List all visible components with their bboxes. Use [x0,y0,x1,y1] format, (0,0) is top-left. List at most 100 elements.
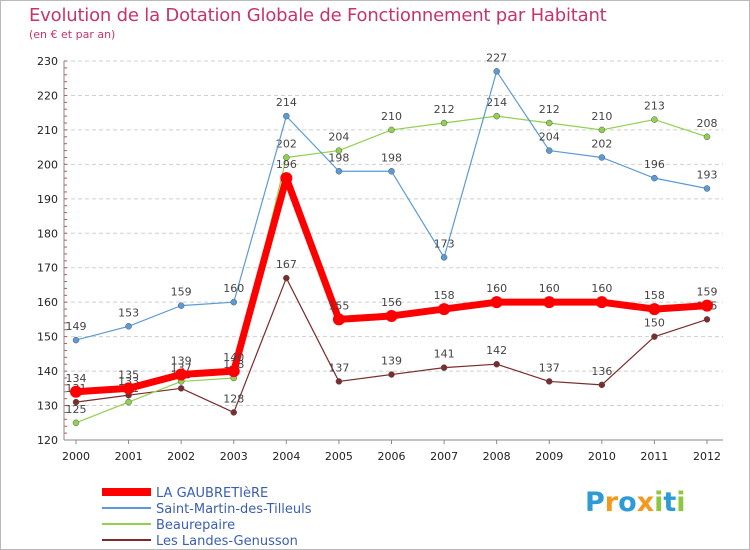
data-point [651,333,658,340]
data-point [598,154,606,161]
data-point [440,254,448,261]
y-tick-label: 130 [37,400,58,413]
data-point [440,364,448,371]
x-tick-label: 2003 [220,450,248,463]
data-point [332,313,345,326]
data-label: 212 [539,103,560,116]
data-label: 204 [328,131,349,144]
data-label: 137 [328,361,349,374]
data-label: 173 [434,237,455,250]
data-label: 210 [381,110,402,123]
data-label: 167 [276,258,297,271]
data-point [388,168,395,175]
series-1: 149 153 159 160 214 198 198 173 227 204 202 196 193 [66,51,718,344]
y-tick-label: 200 [37,158,58,171]
y-tick-label: 180 [37,227,58,240]
logo-letter: i [676,487,686,518]
y-tick-label: 210 [37,124,58,137]
data-label: 139 [171,355,192,368]
y-tick-label: 170 [37,262,58,275]
logo-letter: r [604,487,619,518]
data-point [651,116,658,123]
x-tick-label: 2011 [640,450,668,463]
legend-label: Saint-Martin-des-Tilleuls [156,502,312,517]
legend-label: Beaurepaire [156,518,235,533]
data-label: 141 [434,348,455,361]
data-label: 134 [66,372,87,385]
data-label: 149 [66,320,87,333]
data-point [388,371,395,378]
data-point [385,309,398,322]
data-point [703,133,711,141]
data-label: 135 [118,368,139,381]
data-point [546,119,553,127]
data-point [227,365,240,378]
legend-label: Les Landes-Genusson [156,534,298,549]
data-point [388,126,395,134]
x-tick-label: 2005 [325,450,353,463]
data-label: 160 [591,282,612,295]
data-label: 136 [591,365,612,378]
data-label: 202 [276,137,297,150]
data-label: 160 [539,282,560,295]
y-tick-label: 140 [37,365,58,378]
data-point [598,381,606,389]
data-point [701,299,713,312]
data-label: 128 [223,392,244,405]
x-tick-label: 2000 [62,450,90,463]
data-point [335,168,343,175]
data-label: 202 [591,137,612,150]
y-tick-label: 150 [37,331,58,344]
data-label: 214 [276,96,297,109]
data-label: 160 [223,282,244,295]
data-label: 139 [381,355,402,368]
data-label: 227 [486,51,507,64]
data-label: 159 [697,286,718,299]
data-label: 156 [381,296,402,309]
data-point [493,360,500,368]
data-point [438,303,451,316]
data-label: 160 [486,282,507,295]
data-point [72,336,80,344]
data-label: 153 [118,306,139,319]
data-label: 125 [66,403,87,416]
x-tick-label: 2010 [588,450,616,463]
data-point [72,419,80,427]
data-label: 150 [644,317,665,330]
data-point [125,323,132,330]
data-label: 196 [276,158,297,171]
data-point [335,378,343,385]
data-point [230,298,237,306]
data-label: 198 [381,151,402,164]
x-tick-label: 2001 [115,450,143,463]
data-point [177,302,185,309]
data-label: 214 [486,96,507,109]
data-point [72,398,80,406]
data-label: 142 [486,344,507,357]
data-point [546,147,553,154]
data-point [493,112,500,120]
data-point [280,172,293,185]
data-label: 158 [434,289,455,302]
y-tick-label: 120 [37,434,58,447]
data-label: 155 [328,299,349,312]
data-point [546,378,553,385]
x-tick-label: 2009 [535,450,563,463]
y-tick-label: 190 [37,193,58,206]
data-point [703,316,711,323]
data-point [283,274,290,282]
data-label: 212 [434,103,455,116]
data-point [543,296,556,309]
data-label: 159 [171,286,192,299]
y-tick-label: 230 [37,55,58,68]
data-point [125,398,132,406]
chart-title: Evolution de la Dotation Globale de Fonc… [29,5,607,26]
data-point [648,303,661,316]
data-label: 208 [697,117,718,130]
data-point [122,382,135,395]
data-label: 210 [591,110,612,123]
chart-subtitle: (en € et par an) [29,28,116,41]
data-point [490,296,503,309]
data-label: 196 [644,158,665,171]
